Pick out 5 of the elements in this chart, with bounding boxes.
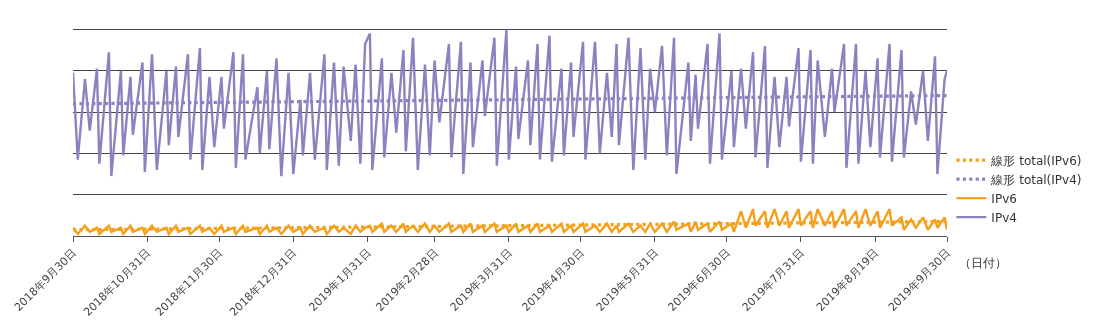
legend-label: 線形 total(IPv6) — [990, 153, 1082, 168]
legend-label: IPv4 — [991, 210, 1017, 225]
legend-label: 線形 total(IPv4) — [990, 172, 1082, 187]
legend-label: IPv6 — [991, 191, 1017, 206]
x-axis-title: （日付） — [959, 256, 1007, 270]
